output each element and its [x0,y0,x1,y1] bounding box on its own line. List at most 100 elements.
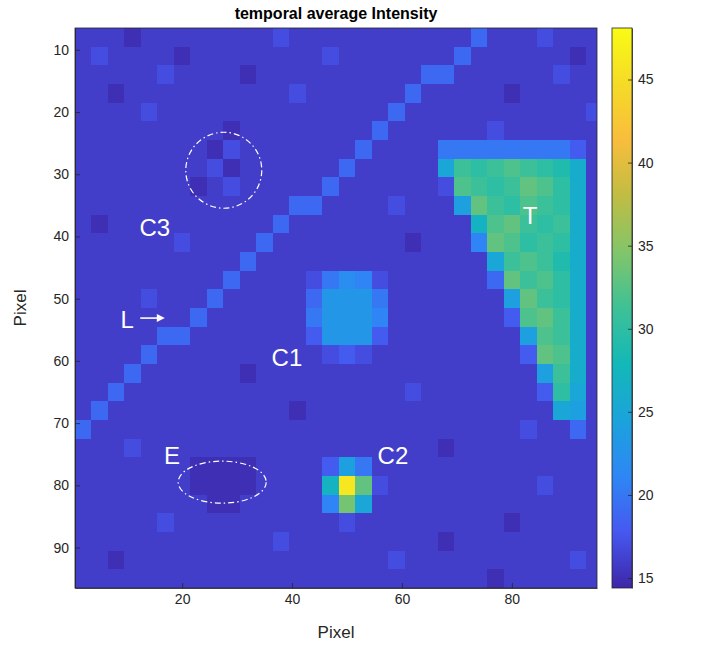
heatmap-cell [586,28,597,47]
heatmap-cell [240,28,257,47]
heatmap-cell [174,383,191,402]
heatmap-cell [586,327,597,346]
heatmap-cell [487,177,504,196]
heatmap-cell [504,476,521,495]
heatmap-cell [124,383,141,402]
heatmap-cell [207,84,224,103]
heatmap-cell [141,364,158,383]
heatmap-cell [504,457,521,476]
heatmap-cell [520,476,537,495]
heatmap-cell [322,84,339,103]
heatmap-cell [520,159,537,178]
heatmap-cell [405,420,422,439]
heatmap-cell [141,476,158,495]
heatmap-cell [75,103,92,122]
heatmap-cell [487,420,504,439]
heatmap-cell [586,65,597,84]
heatmap-cell [124,65,141,84]
heatmap-cell [223,65,240,84]
heatmap-cell [157,364,174,383]
heatmap-cell [157,271,174,290]
heatmap-cell [570,420,587,439]
y-axis-tick-label: 40 [53,228,69,244]
heatmap-cell [240,65,257,84]
heatmap-cell [273,401,290,420]
heatmap-cell [438,420,455,439]
heatmap-cell [586,233,597,252]
heatmap-cell [91,233,108,252]
heatmap-cell [537,140,554,159]
heatmap-cell [372,65,389,84]
annotation-label: L [121,306,134,333]
heatmap-cell [207,476,224,495]
heatmap-cell [322,28,339,47]
heatmap-cell [570,103,587,122]
heatmap-cell [75,289,92,308]
heatmap-cell [322,569,339,588]
heatmap-cell [273,383,290,402]
heatmap-cell [504,364,521,383]
heatmap-cell [157,65,174,84]
heatmap-cell [586,308,597,327]
heatmap-cell [570,177,587,196]
heatmap-cell [223,308,240,327]
heatmap-cell [388,327,405,346]
heatmap-cell [174,364,191,383]
heatmap-cell [537,327,554,346]
heatmap-cell [256,495,273,514]
heatmap-cell [108,140,125,159]
heatmap-cell [553,476,570,495]
y-axis-tick: 30 [53,166,80,182]
heatmap-cell [421,439,438,458]
heatmap-cell [256,476,273,495]
heatmap-cell [372,551,389,570]
heatmap-cell [157,28,174,47]
heatmap-cell [339,569,356,588]
heatmap-cell [405,47,422,66]
heatmap-cell [586,140,597,159]
heatmap-cell [504,495,521,514]
heatmap-cell [586,364,597,383]
heatmap-cell [190,401,207,420]
heatmap-cell [504,65,521,84]
heatmap-cell [75,140,92,159]
heatmap-cell [207,383,224,402]
heatmap-cell [388,252,405,271]
heatmap-cell [240,439,257,458]
heatmap-cell [388,476,405,495]
heatmap-cell [438,196,455,215]
heatmap-cell [322,159,339,178]
heatmap-cell [454,196,471,215]
heatmap-cell [207,551,224,570]
heatmap-cell [240,569,257,588]
heatmap-cell [570,121,587,140]
heatmap-cell [372,140,389,159]
heatmap-cell [108,159,125,178]
heatmap-cell [322,476,339,495]
heatmap-cell [553,65,570,84]
heatmap-cell [454,289,471,308]
heatmap-cell [438,364,455,383]
heatmap-cell [570,383,587,402]
heatmap-cell [75,569,92,588]
heatmap-cell [174,28,191,47]
heatmap-cell [586,551,597,570]
heatmap-cell [454,439,471,458]
heatmap-cell [355,159,372,178]
heatmap-cell [157,252,174,271]
heatmap-cell [537,215,554,234]
heatmap-cell [438,327,455,346]
heatmap-cell [273,308,290,327]
heatmap-cell [174,103,191,122]
heatmap-cell [520,364,537,383]
heatmap-cell [372,233,389,252]
heatmap-cell [355,476,372,495]
heatmap-cell [223,215,240,234]
heatmap-cell [240,476,257,495]
heatmap-cell [273,420,290,439]
heatmap-cell [586,271,597,290]
heatmap-cell [306,159,323,178]
heatmap-cell [273,28,290,47]
heatmap-cell [174,551,191,570]
heatmap-cell [421,513,438,532]
